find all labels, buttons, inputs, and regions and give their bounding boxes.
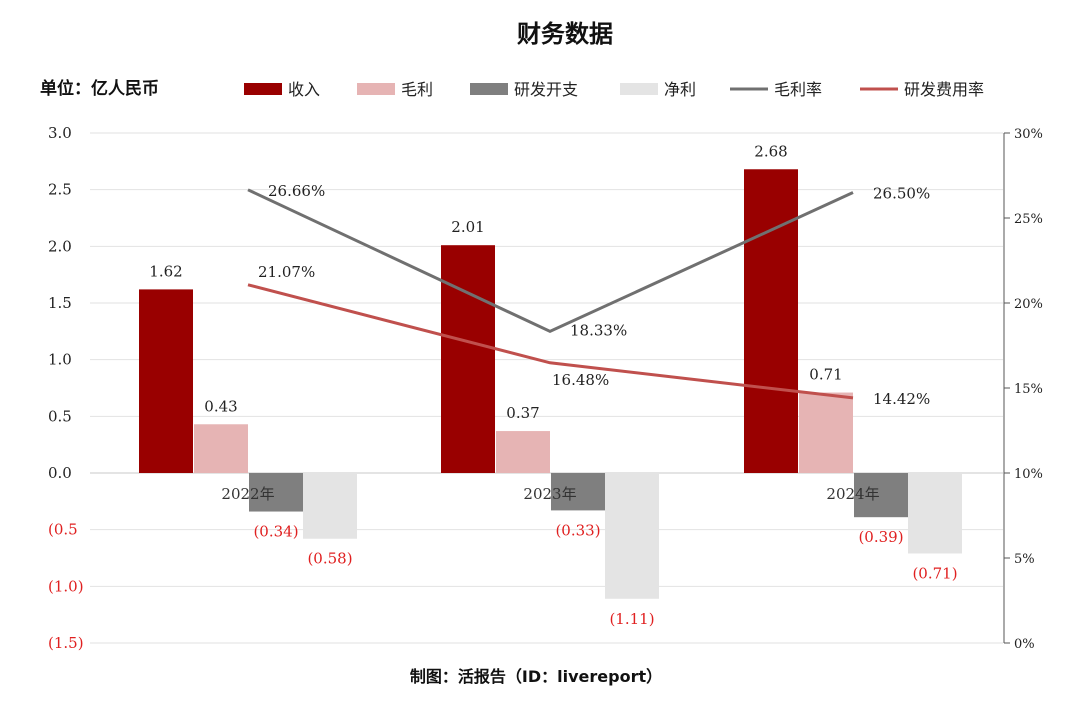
bar-data-label: 0.43 — [204, 397, 237, 415]
bar-0-0 — [139, 289, 193, 473]
left-axis-tick-label: (0.5 — [48, 521, 78, 539]
line-data-label: 26.50% — [873, 185, 930, 203]
left-axis-tick-label: 0.5 — [48, 407, 72, 425]
line-data-label: 21.07% — [258, 263, 315, 281]
bar-data-label: 0.37 — [506, 404, 539, 422]
legend: 收入 毛利 研发开支 净利 毛利率 研发费用率 — [244, 80, 984, 99]
bar-1-2 — [799, 392, 853, 473]
line-data-label: 14.42% — [873, 390, 930, 408]
chart-footer: 制图：活报告（ID：livereport） — [410, 667, 662, 686]
legend-label-3: 净利 — [664, 80, 696, 99]
bar-data-label: (0.58) — [307, 550, 352, 568]
right-axis-tick-label: 5% — [1014, 552, 1035, 567]
bar-data-label: (0.33) — [555, 521, 600, 539]
bar-0-2 — [744, 169, 798, 473]
category-label: 2023年 — [523, 485, 576, 503]
right-axis-tick-label: 25% — [1014, 212, 1043, 227]
legend-label-1: 毛利 — [401, 80, 433, 99]
legend-label-4: 毛利率 — [774, 80, 822, 99]
bar-3-0 — [303, 473, 357, 539]
right-axis-tick-label: 20% — [1014, 297, 1043, 312]
bar-2-0 — [249, 473, 303, 512]
bar-data-label: 2.68 — [754, 142, 787, 160]
left-axis-tick-label: 1.0 — [48, 351, 72, 369]
left-axis-tick-label: 1.5 — [48, 294, 72, 312]
bar-data-label: (0.34) — [253, 523, 298, 541]
line-data-label: 16.48% — [552, 371, 609, 389]
right-axis-tick-label: 0% — [1014, 637, 1035, 652]
line-data-label: 26.66% — [268, 182, 325, 200]
left-axis-tick-label: 2.5 — [48, 181, 72, 199]
bar-2-1 — [551, 473, 605, 511]
line-data-label: 18.33% — [570, 321, 627, 339]
right-axis-tick-label: 30% — [1014, 127, 1043, 142]
left-axis-tick-label: 2.0 — [48, 237, 72, 255]
line-layer — [247, 188, 854, 400]
left-axis-tick-label: 0.0 — [48, 464, 72, 482]
bar-data-label: (0.39) — [858, 528, 903, 546]
label-layer: 1.62 2.01 2.68 0.43 0.37 0.71 (0.34) (0.33) (0.3… — [149, 142, 957, 628]
bar-1-0 — [194, 424, 248, 473]
legend-swatch-1 — [357, 83, 395, 95]
category-label: 2024年 — [826, 485, 879, 503]
bar-3-2 — [908, 473, 962, 554]
bar-1-1 — [496, 431, 550, 473]
right-axis-tick-label: 10% — [1014, 467, 1043, 482]
legend-label-5: 研发费用率 — [904, 80, 984, 99]
legend-label-0: 收入 — [288, 80, 320, 99]
line-rd-ratio — [247, 283, 854, 400]
legend-swatch-0 — [244, 83, 282, 95]
bar-data-label: 1.62 — [149, 262, 182, 280]
legend-swatch-2 — [470, 83, 508, 95]
left-axis-tick-label: 3.0 — [48, 124, 72, 142]
line-gross-margin — [247, 188, 854, 334]
unit-label: 单位：亿人民币 — [40, 78, 159, 99]
bar-data-label: (1.11) — [609, 610, 654, 628]
axis-layer: 3.0 2.5 2.0 1.5 1.0 0.5 0.0 (0.5 (1.0) (1.5) 30% 25… — [48, 124, 1043, 652]
chart-title: 财务数据 — [517, 20, 613, 48]
bar-2-2 — [854, 473, 908, 518]
legend-label-2: 研发开支 — [514, 80, 578, 99]
grid-layer — [90, 132, 1003, 644]
category-label: 2022年 — [221, 485, 274, 503]
bar-data-label: (0.71) — [912, 564, 957, 582]
bar-data-label: 0.71 — [809, 366, 842, 384]
left-axis-tick-label: (1.5) — [48, 634, 84, 652]
bar-3-1 — [605, 473, 659, 599]
bar-0-1 — [441, 245, 495, 473]
bar-layer — [139, 169, 962, 599]
bar-data-label: 2.01 — [451, 218, 484, 236]
left-axis-tick-label: (1.0) — [48, 577, 84, 595]
legend-swatch-3 — [620, 83, 658, 95]
right-axis-tick-label: 15% — [1014, 382, 1043, 397]
